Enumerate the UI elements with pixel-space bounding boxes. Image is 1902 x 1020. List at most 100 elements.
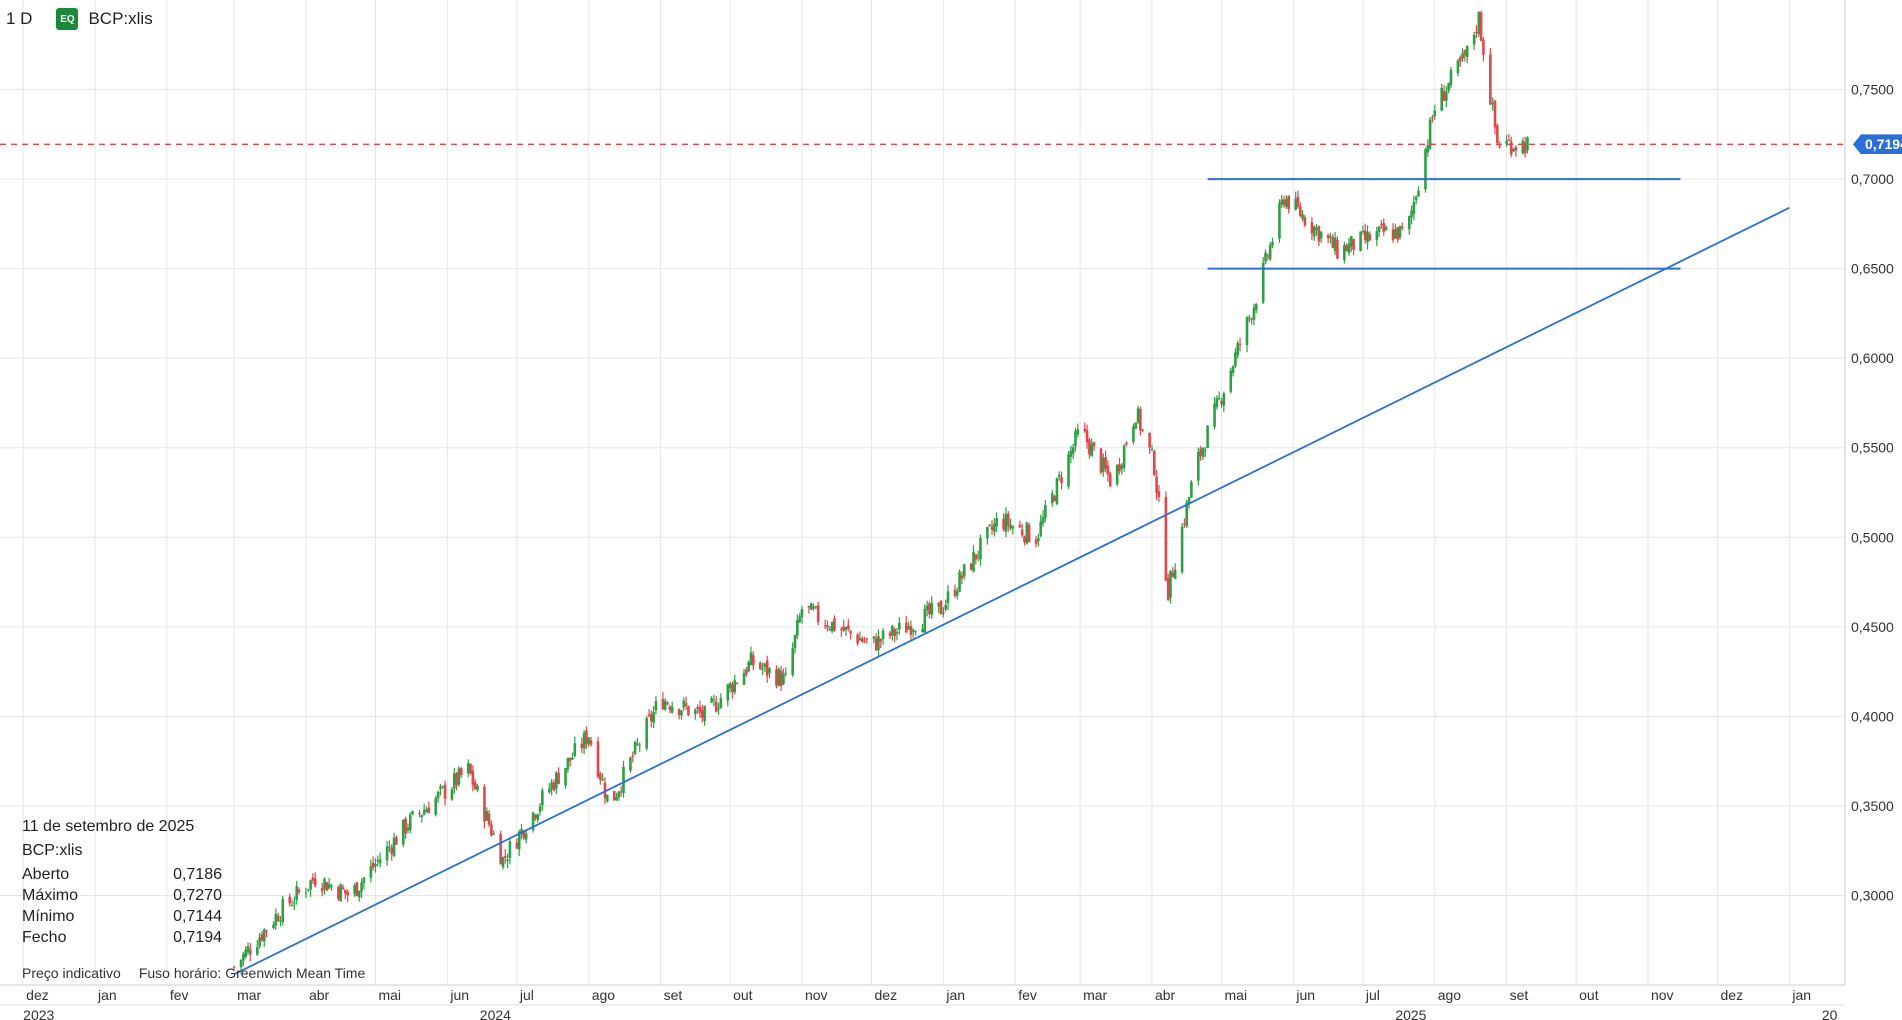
candle-body — [1447, 82, 1450, 91]
candle-body — [960, 575, 964, 579]
candle-body — [395, 837, 398, 845]
candle-body — [728, 683, 732, 689]
candle-body — [1092, 442, 1096, 447]
candle-body — [714, 701, 718, 712]
candle-body — [1382, 223, 1386, 233]
candle-body — [1108, 473, 1112, 487]
candle-body — [1336, 239, 1339, 259]
candle-body — [330, 886, 333, 888]
candle-body — [1120, 465, 1124, 470]
candle-body — [1067, 454, 1070, 487]
candle-body — [761, 668, 764, 670]
candle-body — [1118, 464, 1121, 472]
candle-body — [1134, 422, 1138, 429]
x-tick-label: jan — [1791, 987, 1811, 1003]
candle-body — [793, 635, 797, 649]
candle-body — [473, 782, 477, 790]
candle-body — [1023, 536, 1026, 543]
candle-body — [953, 589, 957, 597]
candle-body — [1359, 231, 1362, 251]
symbol-label[interactable]: BCP:xlis — [88, 9, 153, 28]
candle-body — [751, 655, 755, 666]
candle-body — [469, 763, 472, 774]
x-tick-label: nov — [805, 987, 828, 1003]
candle-body — [515, 842, 519, 849]
candle-body — [288, 896, 292, 904]
candle-body — [826, 625, 829, 628]
candle-body — [1442, 90, 1446, 101]
candle-body — [972, 551, 975, 572]
candle-body — [402, 819, 405, 845]
candle-body — [371, 862, 375, 868]
x-tick-label: mai — [378, 987, 401, 1003]
chart-header: 1 D EQ BCP:xlis — [6, 8, 153, 30]
x-tick-label: dez — [26, 987, 49, 1003]
candle-body — [844, 627, 848, 630]
candle-body — [791, 648, 795, 676]
indicative-price-note: Preço indicativo — [22, 965, 121, 981]
candle-body — [775, 669, 778, 686]
candle-body — [747, 661, 750, 672]
candle-body — [909, 625, 913, 636]
candle-body — [311, 877, 315, 881]
candle-body — [1150, 448, 1154, 451]
candle-body — [874, 638, 878, 651]
candle-body — [390, 847, 394, 854]
candle-body — [564, 768, 567, 786]
candle-body — [1139, 408, 1142, 431]
candle-body — [1445, 91, 1448, 101]
candle-body — [800, 609, 804, 618]
candle-body — [524, 833, 528, 840]
candle-body — [1512, 148, 1515, 152]
candle-body — [443, 784, 447, 799]
candle-body — [360, 882, 363, 892]
candle-body — [993, 523, 996, 532]
candle-body — [476, 785, 479, 791]
candle-body — [680, 710, 683, 716]
candle-body — [1199, 448, 1202, 456]
candle-body — [696, 706, 699, 709]
candle-body — [863, 640, 866, 642]
candle-body — [1343, 245, 1346, 260]
candle-body — [958, 571, 961, 592]
candle-body — [1271, 241, 1274, 246]
candle-body — [663, 701, 667, 710]
candle-body — [1523, 142, 1527, 154]
timeframe-label[interactable]: 1 D — [6, 9, 33, 28]
candle-body — [466, 763, 470, 774]
candle-body — [1104, 457, 1107, 469]
candle-body — [946, 591, 950, 604]
candle-body — [232, 966, 236, 968]
candle-body — [636, 743, 639, 745]
candle-body — [928, 603, 931, 615]
candle-body — [717, 708, 720, 710]
y-tick-label: 0,6500 — [1851, 261, 1894, 277]
candle-body — [768, 668, 771, 673]
candle-body — [694, 709, 697, 715]
y-tick-label: 0,3500 — [1851, 798, 1894, 814]
x-tick-label: set — [664, 987, 683, 1003]
candle-body — [1426, 145, 1430, 153]
candle-body — [1197, 451, 1200, 481]
candle-body — [1141, 429, 1144, 431]
candle-body — [872, 636, 876, 639]
candle-body — [552, 782, 556, 791]
candle-body — [758, 662, 762, 669]
candle-body — [517, 831, 521, 850]
y-tick-label: 0,7500 — [1851, 82, 1894, 98]
candle-body — [378, 859, 382, 864]
candle-body — [1187, 497, 1191, 504]
x-tick-label: set — [1510, 987, 1529, 1003]
candle-body — [1361, 231, 1365, 233]
candle-body — [1076, 429, 1080, 435]
candle-body — [499, 833, 502, 865]
candle-body — [244, 949, 247, 957]
x-tick-label: jun — [449, 987, 469, 1003]
y-tick-label: 0,6000 — [1851, 350, 1894, 366]
candle-body — [833, 618, 836, 631]
candle-body — [425, 809, 428, 813]
ohlc-row-close: Fecho 0,7194 — [22, 929, 222, 946]
ohlc-row-high: Máximo 0,7270 — [22, 887, 222, 904]
candle-body — [1203, 450, 1207, 452]
